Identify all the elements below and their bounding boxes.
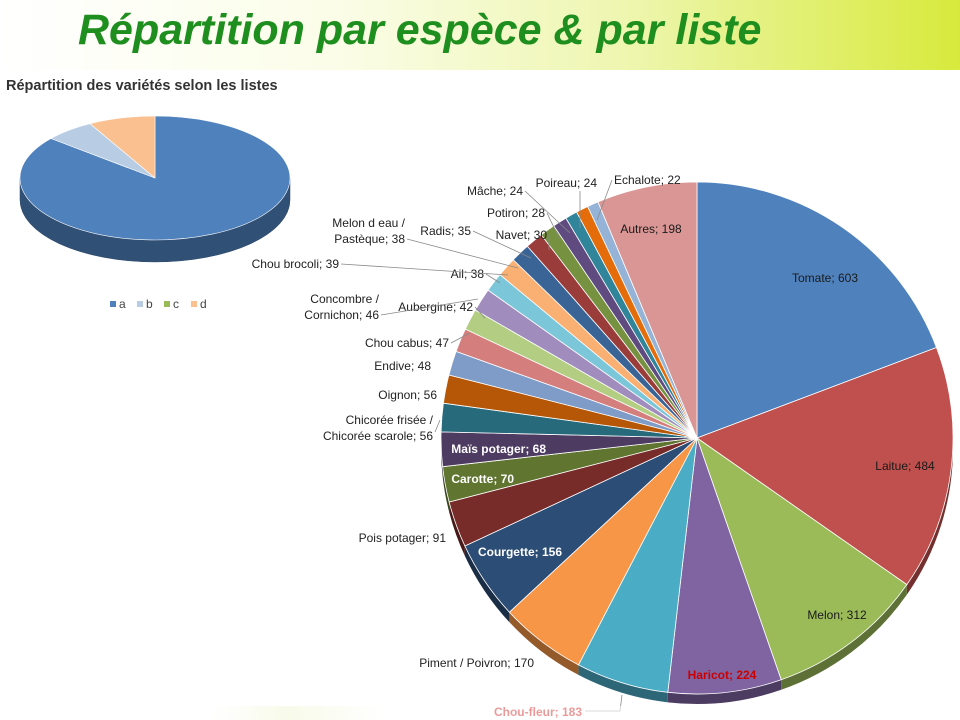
pie-side-mais-potager-68	[441, 438, 443, 477]
leader-line-chou-cabus-47	[450, 332, 471, 344]
data-label-endive-48: Endive; 48	[374, 359, 431, 373]
data-label-ail-38: Ail; 38	[451, 267, 485, 281]
leader-line-melon-d-eau-pasteque-38	[406, 238, 519, 269]
small-pie-chart	[19, 115, 291, 263]
leader-line-chou-brocoli-39	[340, 263, 509, 276]
leader-line-ail-38	[485, 273, 501, 284]
leader-line-aubergine-42	[474, 306, 486, 319]
small-pie-title: Répartition des variétés selon les liste…	[6, 78, 278, 94]
leader-line-radis-35	[472, 230, 532, 259]
data-label-courgette-156: Courgette; 156	[478, 545, 562, 559]
legend-swatch-d	[191, 301, 197, 307]
data-label-mais-potager-68: Maïs potager; 68	[451, 442, 546, 456]
pie-slice-tomate-603	[696, 181, 938, 439]
data-label-haricot-224: Haricot; 224	[688, 668, 757, 682]
pie-side-melon-312	[781, 584, 907, 690]
pie-slice-melon-312	[696, 436, 908, 681]
data-label-chou-cabus-47: Chou cabus; 47	[365, 336, 449, 350]
data-label-oignon-56: Oignon; 56	[378, 388, 437, 402]
legend-label-a: a	[119, 297, 126, 311]
pie-slice-autres-198	[597, 181, 698, 439]
pie-side-courgette-156	[464, 545, 510, 623]
small-pie-slice-d	[89, 115, 156, 179]
footer-decoration	[0, 706, 960, 720]
pie-side-pois-potager-91	[449, 502, 465, 556]
legend-label-b: b	[146, 297, 153, 311]
data-label-potiron-28: Potiron; 28	[487, 206, 545, 220]
leader-line-concombre-cornichon-46	[380, 298, 479, 316]
leader-line-potiron-28	[546, 212, 560, 239]
legend-swatch-c	[164, 301, 170, 307]
data-label-melon-d-eau-pasteque-38: Melon d eau / Pastèque; 38	[332, 216, 405, 246]
data-label-radis-35: Radis; 35	[420, 224, 471, 238]
leader-line-chicoree-frisee-chicoree-scarole-56	[434, 419, 441, 433]
data-label-chou-brocoli-39: Chou brocoli; 39	[252, 257, 340, 271]
data-label-autres-198: Autres; 198	[620, 222, 682, 236]
data-label-echalote-22: Echalote; 22	[614, 173, 681, 187]
data-label-carotte-70: Carotte; 70	[451, 472, 514, 486]
pie-slice-laitue-484	[696, 347, 954, 586]
data-label-pois-potager-91: Pois potager; 91	[359, 531, 447, 545]
data-label-concombre-cornichon-46: Concombre / Cornichon; 46	[304, 292, 379, 322]
pie-side-haricot-224	[667, 679, 782, 704]
data-label-melon-312: Melon; 312	[807, 608, 867, 622]
pie-side-laitue-484	[906, 438, 953, 595]
big-pie-chart	[440, 181, 954, 704]
legend-swatch-b	[137, 301, 143, 307]
leader-line-echalote-22	[596, 179, 613, 221]
data-label-navet-30: Navet; 30	[496, 228, 548, 242]
legend-label-c: c	[173, 297, 179, 311]
page-title: Répartition par espèce & par liste	[78, 6, 762, 54]
data-label-piment-poivron-170: Piment / Poivron; 170	[419, 656, 534, 670]
leader-line-mache-24	[524, 190, 571, 234]
small-pie-legend: a b c d	[110, 297, 207, 311]
legend-swatch-a	[110, 301, 116, 307]
data-label-tomate-603: Tomate; 603	[792, 271, 858, 285]
pie-side-chou-fleur-183	[578, 664, 668, 703]
pie-slice-haricot-224	[667, 437, 782, 695]
data-label-laitue-484: Laitue; 484	[875, 459, 935, 473]
legend-label-d: d	[200, 297, 207, 311]
big-pie-labels: Tomate; 603 Laitue; 484 Melon; 312 Haricot;…	[252, 173, 935, 719]
data-label-chicoree-frisee-chicoree-scarole-56: Chicorée frisée / Chicorée scarole; 56	[323, 413, 434, 443]
data-label-aubergine-42: Aubergine; 42	[398, 300, 473, 314]
data-label-poireau-24: Poireau; 24	[536, 176, 598, 190]
title-banner	[0, 0, 960, 70]
data-label-mache-24: Mâche; 24	[467, 184, 523, 198]
